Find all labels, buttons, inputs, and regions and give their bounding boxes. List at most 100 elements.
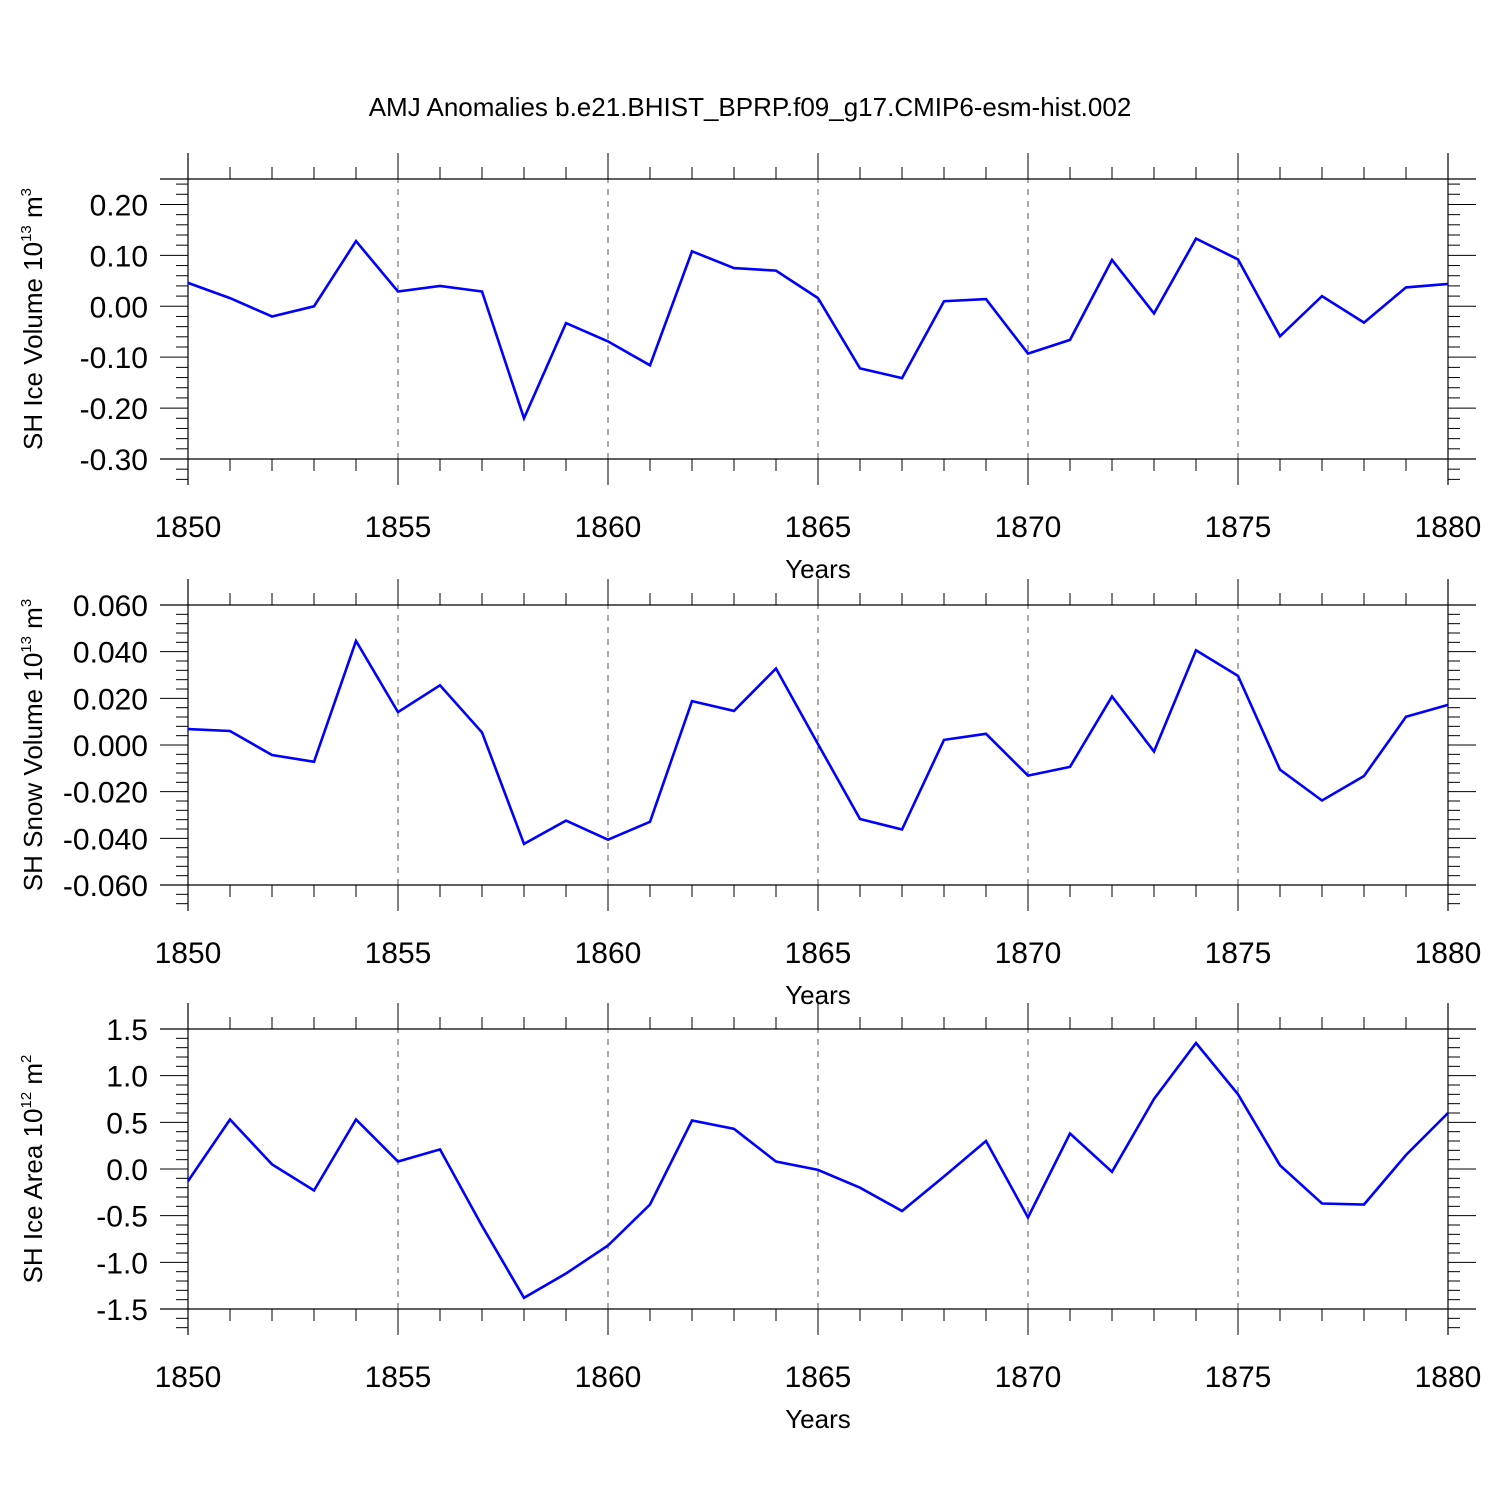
data-point: [313, 761, 315, 763]
data-point: [1363, 321, 1365, 323]
data-point: [1237, 675, 1239, 677]
data-point: [1447, 1112, 1449, 1114]
data-point: [481, 731, 483, 733]
data-point: [649, 364, 651, 366]
x-tick-label: 1870: [995, 511, 1062, 544]
data-point: [1069, 1132, 1071, 1134]
data-point: [1405, 716, 1407, 718]
y-axis-title-exponent: 13: [18, 636, 35, 653]
data-point: [523, 417, 525, 419]
data-point: [901, 1210, 903, 1212]
data-point: [1363, 775, 1365, 777]
data-point: [1111, 259, 1113, 261]
data-point: [1195, 1042, 1197, 1044]
y-axis-title-exponent: 12: [18, 1092, 35, 1109]
data-point: [1363, 1203, 1365, 1205]
y-tick-label: 0.000: [73, 730, 148, 763]
data-point: [1237, 258, 1239, 260]
x-tick-label: 1870: [995, 937, 1062, 970]
y-axis-title-unit: m: [18, 196, 48, 225]
y-tick-label: -1.0: [96, 1247, 148, 1280]
data-point: [901, 377, 903, 379]
x-tick-label: 1855: [365, 937, 432, 970]
x-tick-label: 1860: [575, 937, 642, 970]
data-point: [313, 305, 315, 307]
data-point: [985, 1140, 987, 1142]
data-point: [1321, 799, 1323, 801]
x-tick-label: 1865: [785, 1361, 852, 1394]
data-point: [397, 290, 399, 292]
x-tick-label: 1855: [365, 511, 432, 544]
x-tick-label: 1860: [575, 511, 642, 544]
data-point: [229, 1118, 231, 1120]
data-point: [1111, 695, 1113, 697]
data-point: [1195, 237, 1197, 239]
data-point: [355, 1118, 357, 1120]
data-point: [523, 1297, 525, 1299]
x-tick-label: 1880: [1415, 937, 1482, 970]
data-point: [1195, 649, 1197, 651]
data-point: [397, 711, 399, 713]
data-point: [649, 1203, 651, 1205]
data-point: [187, 282, 189, 284]
y-tick-label: -0.10: [80, 342, 148, 375]
data-point: [481, 1225, 483, 1227]
x-tick-label: 1865: [785, 937, 852, 970]
data-point: [1405, 286, 1407, 288]
data-point: [565, 322, 567, 324]
data-point: [565, 1272, 567, 1274]
data-point: [817, 1169, 819, 1171]
x-tick-label: 1850: [155, 1361, 222, 1394]
data-point: [1027, 774, 1029, 776]
data-point: [187, 1180, 189, 1182]
data-point: [733, 267, 735, 269]
data-point: [691, 700, 693, 702]
y-axis-title-unit-exponent: 3: [18, 188, 35, 196]
y-axis-title-text: SH Ice Area 10: [18, 1109, 48, 1284]
x-tick-label: 1860: [575, 1361, 642, 1394]
x-tick-label: 1870: [995, 1361, 1062, 1394]
series-line: [187, 637, 1449, 846]
data-point: [1153, 750, 1155, 752]
data-point: [271, 315, 273, 317]
data-point: [943, 739, 945, 741]
x-tick-label: 1875: [1205, 511, 1272, 544]
series-line: [187, 236, 1449, 422]
data-point: [649, 821, 651, 823]
panels: -0.30 -0.20 -0.10 0.00 0.10 0.20 1850 1855 1860 1…: [18, 153, 1481, 1434]
chart-panel-1: -0.30 -0.20 -0.10 0.00 0.10 0.20 1850 1855 1860 1…: [18, 153, 1481, 584]
y-tick-label: 0.0: [106, 1154, 148, 1187]
y-axis-title: SH Ice Volume 1013 m3: [18, 188, 48, 450]
data-point: [1405, 1154, 1407, 1156]
y-tick-label: 0.10: [90, 240, 148, 273]
data-point: [271, 754, 273, 756]
data-point: [229, 297, 231, 299]
x-tick-label: 1850: [155, 511, 222, 544]
data-point: [1069, 766, 1071, 768]
y-tick-label: -0.060: [63, 870, 148, 903]
chart-panel-3: -1.5 -1.0 -0.5 0.0 0.5 1.0 1.5 1850 1855 1860 1865…: [18, 1003, 1481, 1434]
y-axis-title: SH Ice Area 1012 m2: [18, 1055, 48, 1284]
y-tick-label: 0.040: [73, 637, 148, 670]
data-point: [901, 828, 903, 830]
y-tick-label: -0.040: [63, 823, 148, 856]
data-point: [1279, 1164, 1281, 1166]
data-point: [481, 290, 483, 292]
x-tick-label: 1850: [155, 937, 222, 970]
data-point: [1237, 1093, 1239, 1095]
data-point: [523, 843, 525, 845]
data-point: [355, 240, 357, 242]
x-tick-label: 1875: [1205, 1361, 1272, 1394]
x-tick-label: 1865: [785, 511, 852, 544]
data-point: [1027, 352, 1029, 354]
data-point: [397, 1160, 399, 1162]
data-point: [1069, 339, 1071, 341]
y-axis-title-exponent: 13: [18, 225, 35, 242]
x-tick-label: 1880: [1415, 1361, 1482, 1394]
data-point: [607, 1244, 609, 1246]
y-tick-label: -0.5: [96, 1201, 148, 1234]
data-point: [691, 1119, 693, 1121]
data-point: [691, 250, 693, 252]
